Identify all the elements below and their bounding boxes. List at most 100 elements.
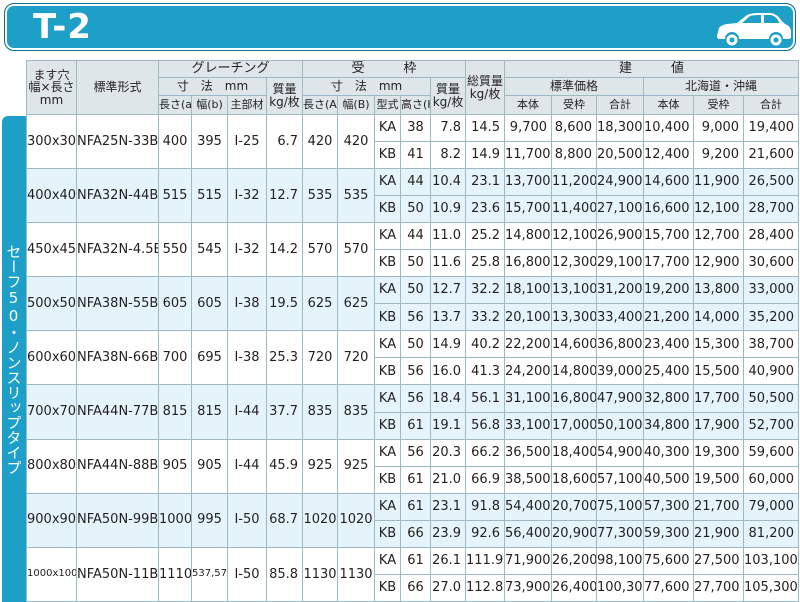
total-weight-cell: 33.2 (465, 303, 506, 332)
hok-total-cell: 60,000 (743, 465, 800, 494)
price-header: 建 値 (504, 60, 800, 78)
table-row: KB 41 8.2 14.9 11,700 8,800 20,500 12,400 9,200 2… (27, 141, 800, 170)
grating-main-cell: I-32 (227, 222, 267, 278)
std-total-cell: 33,400 (596, 303, 645, 332)
hok-total-cell: 28,400 (743, 222, 800, 251)
frame-weight-cell: 21.0 (430, 465, 467, 494)
frame-width-cell: 535 (337, 168, 376, 224)
hok-frame-cell: 15,300 (693, 330, 745, 359)
frame-width-cell: 1130 (337, 546, 376, 602)
table-row: KB 61 19.1 56.8 33,100 17,000 50,100 34,800 17,9… (27, 411, 800, 440)
total-weight-cell: 41.3 (465, 357, 506, 386)
frame-weight-cell: 10.4 (430, 168, 467, 197)
std-total-cell: 57,100 (596, 465, 645, 494)
grating-main-cell: I-38 (227, 330, 267, 386)
std-body-cell: 11,700 (504, 141, 553, 170)
std-body-cell: 18,100 (504, 276, 553, 305)
frame-type-cell: KB (374, 249, 402, 278)
total-weight-cell: 32.2 (465, 276, 506, 305)
hok-body-cell: 19,200 (643, 276, 695, 305)
table-row: KB 61 21.0 66.9 38,500 18,600 57,100 40,500 19,5… (27, 465, 800, 494)
std-frame-cell: 13,100 (551, 276, 598, 305)
grating-width-cell: 815 (191, 384, 228, 440)
hokkaido-price-header: 北海道・沖縄 (643, 77, 800, 96)
std-body-cell: 24,200 (504, 357, 553, 386)
hok-frame-cell: 12,100 (693, 195, 745, 224)
total-weight-header: 総質量 kg/枚 (465, 60, 506, 115)
std-total-cell: 24,900 (596, 168, 645, 197)
std-total-cell: 31,200 (596, 276, 645, 305)
frame-type-cell: KB (374, 303, 402, 332)
std-frame-cell: 13,300 (551, 303, 598, 332)
std-total-cell: 50,100 (596, 411, 645, 440)
hok-body-cell: 25,400 (643, 357, 695, 386)
grating-length-cell: 550 (158, 222, 192, 278)
frame-width-cell: 925 (337, 438, 376, 494)
model-cell: NFA38N-55B (76, 276, 159, 332)
size-cell: 1000x1000 (26, 546, 77, 602)
hok-frame-cell: 12,900 (693, 249, 745, 278)
model-cell: NFA50N-99B (76, 492, 159, 548)
table-row: 700x700NFA44N-77B815815I-4437.7835835KA5… (26, 384, 800, 440)
grating-weight-cell: 37.7 (265, 384, 304, 440)
frame-weight-cell: 8.2 (430, 141, 467, 170)
hok-body-cell: 12,400 (643, 141, 695, 170)
grating-width-cell: 905 (191, 438, 228, 494)
grating-weight-cell: 6.7 (265, 113, 304, 170)
frame-length-cell: 570 (302, 222, 339, 278)
std-body-cell: 13,700 (504, 168, 553, 197)
grating-length-cell: 905 (158, 438, 192, 494)
frame-height-cell: 56 (400, 384, 432, 413)
std-frame-cell: 8,600 (551, 113, 598, 143)
page-title: T-2 (33, 7, 92, 47)
grating-length-cell: 815 (158, 384, 192, 440)
frame-height-cell: 50 (400, 276, 432, 305)
standard-price-header: 標準価格 (504, 77, 645, 96)
table-row: 400x400NFA32N-44B515515I-3212.7535535KA4… (26, 168, 800, 224)
size-cell: 900x900 (26, 492, 77, 548)
size-cell: 300x300 (26, 113, 77, 170)
hok-body-cell: 10,400 (643, 113, 695, 143)
size-cell: 700x700 (26, 384, 77, 440)
frame-height-cell: 50 (400, 249, 432, 278)
frame-type-cell: KA (374, 276, 402, 305)
grating-dims-header: 寸 法 mm (158, 77, 267, 96)
grating-width-cell: 515 (191, 168, 228, 224)
hok-total-cell: 52,700 (743, 411, 800, 440)
grating-length-cell: 400 (158, 113, 192, 170)
grating-main-cell: I-44 (227, 438, 267, 494)
std-total-cell: 75,100 (596, 492, 645, 521)
grating-main-cell: I-50 (227, 492, 267, 548)
frame-weight-cell: 11.0 (430, 222, 467, 251)
table-row: 800x800NFA44N-88B905905I-4445.9925925KA5… (26, 438, 800, 494)
size-cell: 500x500 (26, 276, 77, 332)
std-body-cell: 56,400 (504, 519, 553, 548)
std-total-cell: 20,500 (596, 141, 645, 170)
total-weight-cell: 91.8 (465, 492, 506, 521)
std-body-cell: 71,900 (504, 546, 553, 575)
series-label: セーフ50・ノンスリップタイプ (4, 243, 23, 475)
frame-weight-cell: 11.6 (430, 249, 467, 278)
model-cell: NFA44N-77B (76, 384, 159, 440)
std-total-cell: 36,800 (596, 330, 645, 359)
table-row: KB 66 23.9 92.6 56,400 20,900 77,300 59,300 21,9… (27, 519, 800, 548)
frame-height-cell: 61 (400, 492, 432, 521)
std-body-cell: 14,800 (504, 222, 553, 251)
std-frame-cell: 18,600 (551, 465, 598, 494)
grating-main-cell: I-38 (227, 276, 267, 332)
std-total-cell: 29,100 (596, 249, 645, 278)
std-body-cell: 73,900 (504, 573, 553, 602)
frame-type-cell: KB (374, 519, 402, 548)
frame-type-cell: KA (374, 113, 402, 143)
std-body-cell: 38,500 (504, 465, 553, 494)
frame-length-cell: 1130 (302, 546, 339, 602)
hok-total-cell: 19,400 (743, 113, 800, 143)
std-frame-cell: 26,400 (551, 573, 598, 602)
frame-type-cell: KB (374, 195, 402, 224)
frame-dims-header: 寸 法 mm (302, 77, 432, 96)
std-body-cell: 16,800 (504, 249, 553, 278)
table-row: KB 56 13.7 33.2 20,100 13,300 33,400 21,200 14,0… (27, 303, 800, 332)
grating-width-cell: 605 (191, 276, 228, 332)
std-frame-cell: 16,800 (551, 384, 598, 413)
grating-main-cell: I-32 (227, 168, 267, 224)
